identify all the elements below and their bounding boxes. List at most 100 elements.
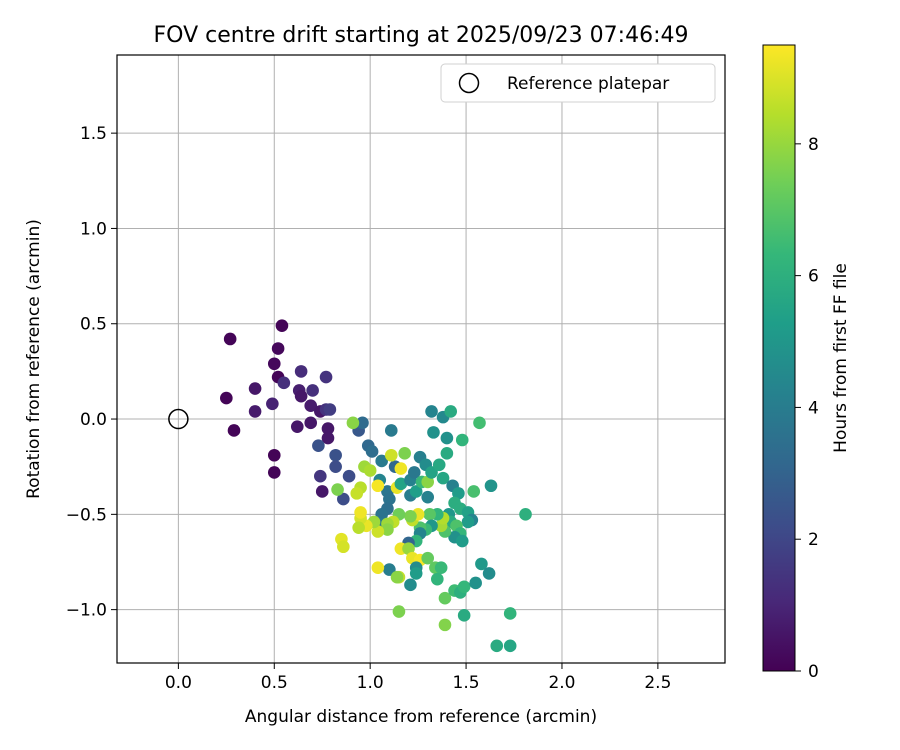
y-tick-label: −1.0 [66,601,107,621]
data-point [484,479,498,493]
data-point [434,561,448,575]
data-point [277,376,291,390]
data-point [329,448,342,462]
data-point [503,639,517,653]
data-point [227,424,241,437]
plot-frame [116,54,726,664]
data-point [409,567,423,580]
y-tick-label: 1.5 [80,124,107,144]
x-tick-label: 2.0 [548,673,575,693]
data-point [304,399,318,412]
colorbar-tick-label: 2 [808,530,819,550]
data-point [337,540,350,554]
chart-title: FOV centre drift starting at 2025/09/23 … [154,23,689,48]
x-tick-label: 2.5 [644,673,671,693]
data-point [363,464,377,477]
data-point [421,475,435,489]
data-point [321,431,335,445]
data-point [436,471,450,485]
data-point [312,439,325,453]
data-point [294,389,308,403]
data-point [346,416,360,430]
data-point [394,477,408,491]
data-point [315,485,329,498]
data-point [306,384,319,397]
data-point [423,508,436,521]
data-point [425,405,438,418]
colorbar [762,44,796,672]
data-point [475,557,488,571]
data-point [503,607,517,620]
x-tick-label: 0.5 [261,673,288,693]
data-point [356,416,369,430]
data-point [352,521,365,534]
data-point [407,466,421,479]
data-point [473,416,486,430]
data-point [350,487,364,500]
data-point [267,466,281,479]
data-point [271,342,285,355]
data-point [365,445,379,458]
data-point [354,506,367,519]
y-tick-label: 1.0 [80,219,107,239]
x-tick-label: 0.0 [165,673,192,693]
data-point [394,462,408,475]
y-tick-label: −0.5 [66,505,107,525]
y-axis-ticks: −1.0 −0.5 0.0 0.5 1.0 1.5 [66,124,117,621]
data-point [469,576,482,590]
data-point [381,523,394,536]
data-point [425,466,438,479]
data-point [267,357,281,371]
colorbar-tick-label: 6 [808,267,819,287]
x-axis-label: Angular distance from reference (arcmin) [245,707,597,727]
data-point [220,391,233,405]
y-axis-label: Rotation from reference (arcmin) [24,219,44,499]
reference-marker [168,408,189,430]
data-point [375,454,388,468]
x-axis-ticks: 0.0 0.5 1.0 1.5 2.0 2.5 [165,663,671,693]
data-point [342,469,356,483]
data-point [337,492,350,506]
data-point [421,551,435,565]
colorbar-tick-label: 4 [808,398,819,418]
data-point [223,332,237,346]
data-point [427,426,440,439]
data-point [432,458,446,472]
data-point [384,424,398,437]
data-point [404,509,417,523]
legend: Reference platepar [440,63,716,103]
legend-entry-reference: Reference platepar [507,74,669,94]
data-point [371,561,385,575]
data-point [267,448,281,462]
data-point [329,460,342,473]
legend-box [440,63,716,103]
data-point [290,420,304,433]
data-point [431,572,444,586]
data-point [440,431,454,445]
data-point [438,618,452,632]
data-point [398,447,411,460]
data-point [482,567,496,580]
grid-lines [117,55,725,663]
data-point [404,578,417,592]
data-point [438,591,452,605]
data-point [461,515,475,529]
colorbar-tick-label: 0 [808,662,819,682]
data-point [467,485,481,498]
data-point [490,639,504,653]
data-point [304,416,318,430]
data-point [440,447,454,460]
data-points [220,319,532,653]
colorbar-label: Hours from first FF file [831,263,851,453]
data-point [275,319,289,332]
data-point [383,492,396,506]
data-point [455,534,469,548]
data-point [371,479,385,493]
data-point [455,433,469,447]
data-point [319,370,333,384]
data-point [321,422,335,435]
reference-marker-group [168,408,189,430]
data-point [392,605,406,618]
data-point [384,448,398,462]
data-point [390,570,404,584]
